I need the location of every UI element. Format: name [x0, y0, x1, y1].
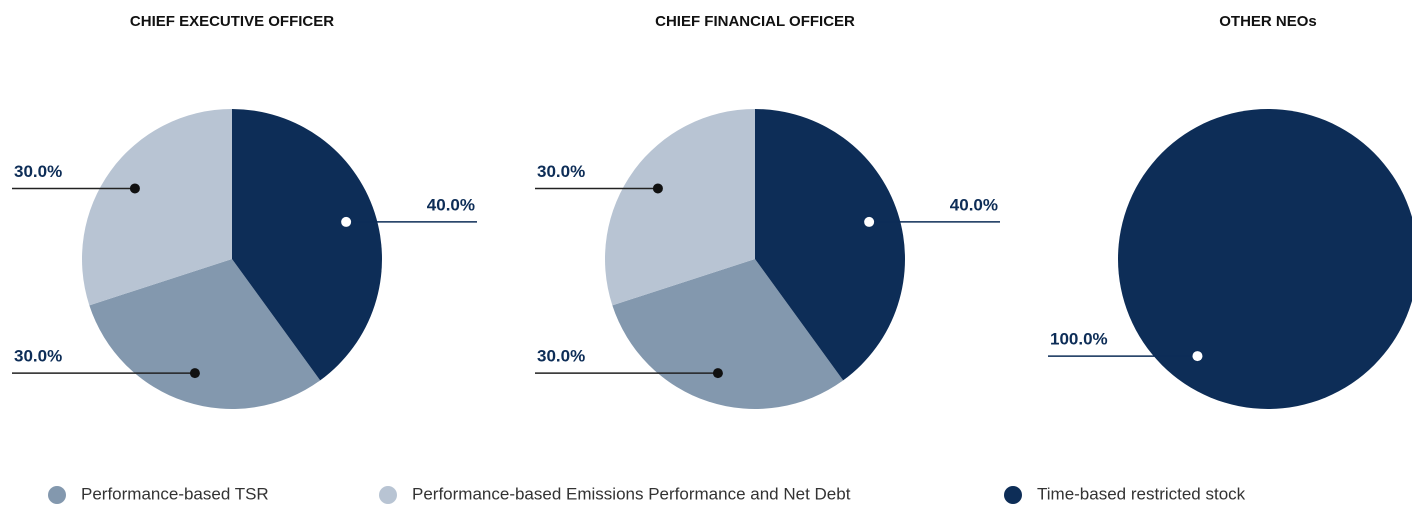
value-label: 30.0%: [537, 162, 585, 181]
pie-slice: [89, 259, 321, 409]
chart-title: OTHER NEOs: [1219, 13, 1317, 30]
pie-slice: [81, 109, 232, 306]
legend-label: Performance-based Emissions Performance …: [412, 484, 851, 503]
leader-dot: [652, 183, 663, 194]
value-label: 30.0%: [14, 347, 62, 366]
legend-label: Performance-based TSR: [81, 484, 269, 503]
legend-swatch: [48, 486, 66, 504]
value-label: 30.0%: [537, 347, 585, 366]
chart-title: CHIEF FINANCIAL OFFICER: [655, 13, 855, 30]
leader-dot: [341, 216, 352, 227]
pie-slice: [612, 259, 844, 409]
legend-swatch: [379, 486, 397, 504]
chart-title: CHIEF EXECUTIVE OFFICER: [130, 13, 334, 30]
pie-slice: [605, 109, 755, 306]
leader-dot: [712, 368, 723, 379]
leader-dot: [189, 368, 200, 379]
value-label: 100.0%: [1050, 330, 1108, 349]
pie-slice: [1118, 109, 1412, 409]
leader-dot: [864, 216, 875, 227]
pie-slice: [755, 109, 905, 381]
value-label: 40.0%: [950, 195, 998, 214]
pie-slice: [232, 109, 382, 381]
leader-dot: [1192, 351, 1203, 362]
value-label: 30.0%: [14, 162, 62, 181]
leader-dot: [129, 183, 140, 194]
value-label: 40.0%: [427, 195, 475, 214]
legend-swatch: [1004, 486, 1022, 504]
legend-label: Time-based restricted stock: [1037, 484, 1246, 503]
